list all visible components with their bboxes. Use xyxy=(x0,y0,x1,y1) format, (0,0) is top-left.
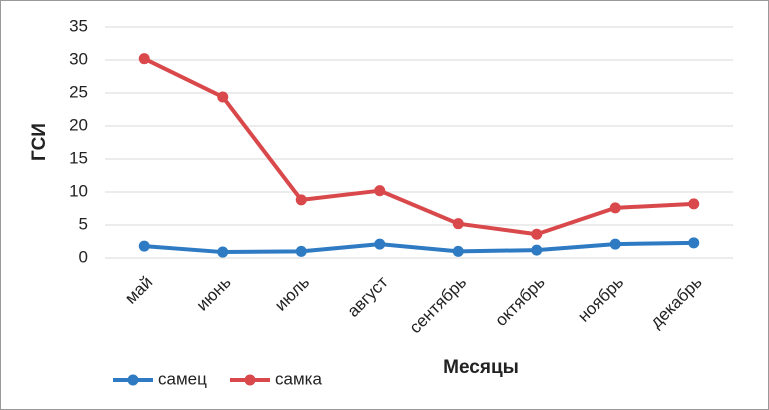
y-tick-label: 10 xyxy=(69,181,88,200)
y-axis-title: ГСИ xyxy=(29,123,50,161)
data-line xyxy=(144,240,694,255)
legend-label: самка xyxy=(275,369,322,388)
x-axis-title: Месяцы xyxy=(443,357,519,378)
legend-marker xyxy=(244,374,256,386)
data-point xyxy=(138,240,150,252)
y-tick-label: 0 xyxy=(79,247,88,266)
y-tick-label: 15 xyxy=(69,148,88,167)
data-point xyxy=(217,91,229,103)
y-tick-label: 35 xyxy=(69,16,88,35)
y-tick-label: 30 xyxy=(69,49,88,68)
data-point xyxy=(374,185,386,197)
data-point xyxy=(452,218,464,230)
y-tick-label: 20 xyxy=(69,115,88,134)
y-tick-label: 5 xyxy=(79,214,88,233)
data-point xyxy=(374,238,386,250)
legend-marker xyxy=(127,374,139,386)
y-tick-label: 25 xyxy=(69,82,88,101)
data-line xyxy=(143,56,694,237)
legend-label: самец xyxy=(158,369,207,388)
data-point xyxy=(688,198,700,210)
data-point xyxy=(531,244,543,256)
data-point xyxy=(217,246,229,258)
data-point xyxy=(452,245,464,257)
data-point xyxy=(531,228,543,240)
data-point xyxy=(295,245,307,257)
data-point xyxy=(138,53,150,65)
data-point xyxy=(688,237,700,249)
data-point xyxy=(609,202,621,214)
data-point xyxy=(609,238,621,250)
data-point xyxy=(295,194,307,206)
